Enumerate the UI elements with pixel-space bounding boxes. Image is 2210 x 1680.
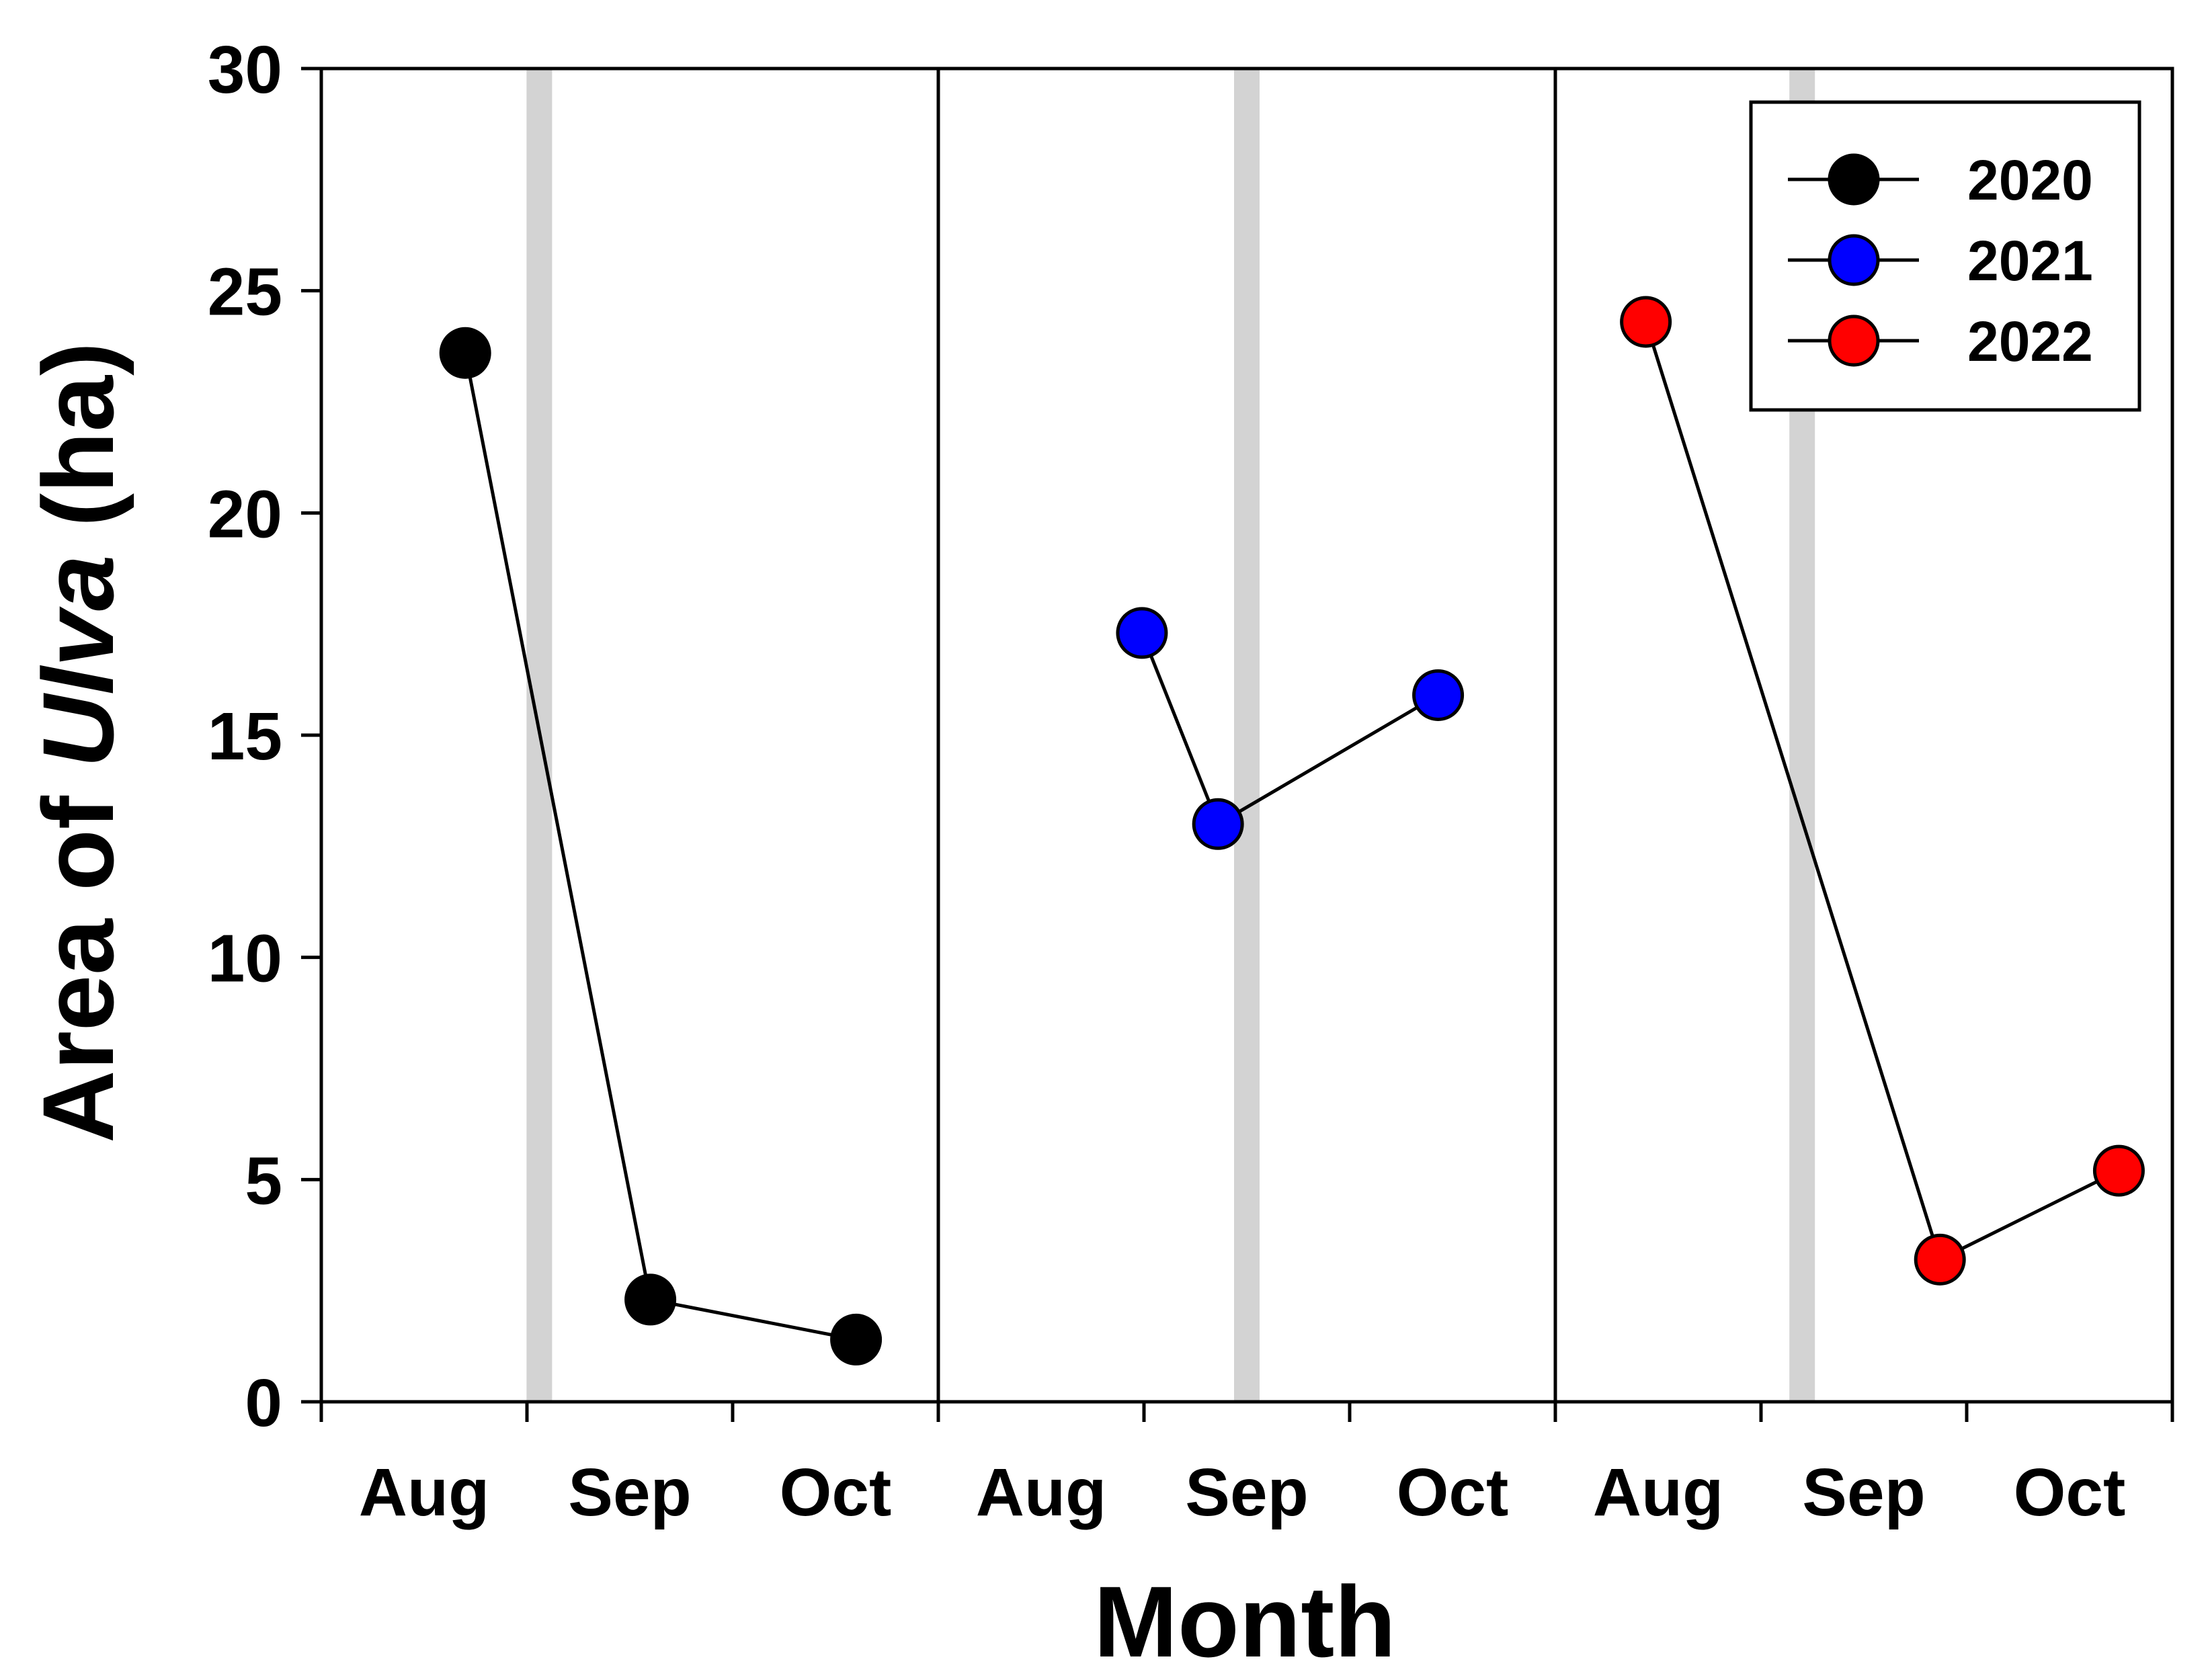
x-tick-label-sep: Sep <box>1802 1455 1925 1530</box>
x-axis-title: Month <box>1094 1565 1396 1678</box>
legend-label-2020: 2020 <box>1967 149 2093 212</box>
series-line-2020 <box>463 352 857 1341</box>
data-point-2021-sep <box>1192 798 1244 850</box>
plot-area: 0 5 10 15 20 25 30 Aug Sep Oct Aug Sep Oct Aug Sep Oct <box>208 32 2174 1530</box>
x-tick-label-sep: Sep <box>1185 1455 1308 1530</box>
gray-band-panel-2 <box>1234 69 1260 1402</box>
data-point-2020-oct <box>830 1313 883 1366</box>
data-point-2022-aug <box>1620 296 1672 348</box>
y-tick-label-5: 5 <box>245 1143 282 1218</box>
data-point-2021-oct <box>1412 669 1465 721</box>
data-point-2020-aug <box>439 327 491 379</box>
x-tick-label-aug: Aug <box>359 1455 489 1530</box>
y-tick-label-15: 15 <box>208 699 282 774</box>
legend-marker-2021 <box>1828 234 1880 286</box>
x-tick-label-oct: Oct <box>780 1455 892 1530</box>
x-tick-label-aug: Aug <box>1593 1455 1723 1530</box>
y-axis-title: Area of Ulva (ha) <box>22 342 134 1143</box>
legend-label-2022: 2022 <box>1967 310 2093 373</box>
legend-box <box>1749 100 2141 412</box>
y-tick-label-30: 30 <box>208 32 282 108</box>
y-tick-label-0: 0 <box>245 1366 282 1441</box>
y-tick-label-25: 25 <box>208 255 282 330</box>
y-tick-label-20: 20 <box>208 476 282 552</box>
series-line-2021 <box>1140 632 1439 827</box>
x-tick-label-aug: Aug <box>976 1455 1106 1530</box>
x-tick-label-oct: Oct <box>1397 1455 1509 1530</box>
x-tick-label-sep: Sep <box>568 1455 691 1530</box>
legend-marker-2020 <box>1828 153 1880 206</box>
data-point-2020-sep <box>624 1273 677 1326</box>
series-line-2022 <box>1644 321 2120 1262</box>
legend: 2020 2021 2022 <box>1749 100 2141 412</box>
data-point-2022-oct <box>2092 1144 2145 1197</box>
x-tick-label-oct: Oct <box>2014 1455 2126 1530</box>
y-tick-label-10: 10 <box>208 921 282 997</box>
legend-marker-2022 <box>1828 314 1880 367</box>
data-point-2021-aug <box>1116 607 1168 659</box>
data-point-2022-sep <box>1914 1233 1966 1286</box>
legend-label-2021: 2021 <box>1967 229 2093 292</box>
